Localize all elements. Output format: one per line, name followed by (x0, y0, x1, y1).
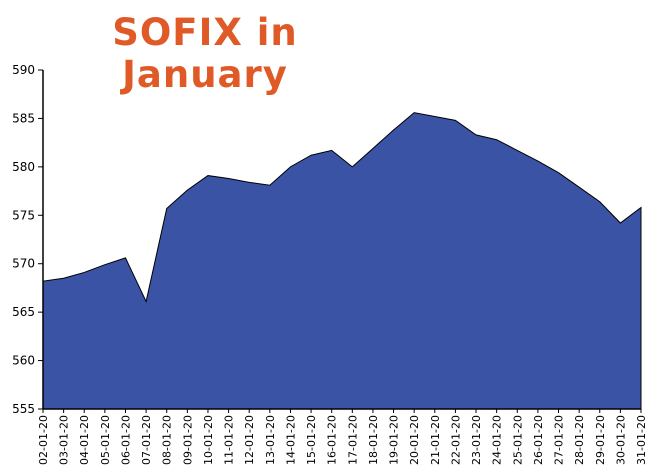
x-tick-label: 11-01-20 (223, 415, 236, 465)
x-tick-label: 24-01-20 (491, 415, 504, 465)
x-tick-label: 20-01-20 (408, 415, 421, 465)
x-tick-label: 03-01-20 (58, 415, 71, 465)
x-tick-label: 21-01-20 (429, 415, 442, 465)
y-tick-label: 585 (12, 111, 35, 125)
area (42, 112, 642, 410)
y-tick-label: 560 (12, 354, 35, 368)
x-tick-label: 09-01-20 (181, 415, 194, 465)
x-tick-label: 18-01-20 (367, 415, 380, 465)
x-tick-label: 10-01-20 (202, 415, 215, 465)
x-tick-label: 22-01-20 (449, 415, 462, 465)
x-tick-label: 27-01-20 (553, 415, 566, 465)
x-tick-label: 07-01-20 (140, 415, 153, 465)
y-tick-label: 575 (12, 208, 35, 222)
y-tick-label: 565 (12, 305, 35, 319)
x-tick-label: 15-01-20 (305, 415, 318, 465)
x-tick-label: 02-01-20 (37, 415, 50, 465)
y-tick-label: 570 (12, 257, 35, 271)
x-tick-label: 08-01-20 (161, 415, 174, 465)
x-tick-label: 17-01-20 (346, 415, 359, 465)
x-tick-label: 25-01-20 (511, 415, 524, 465)
y-tick-label: 590 (12, 63, 35, 77)
x-tick-label: 30-01-20 (614, 415, 627, 465)
x-tick-label: 28-01-20 (573, 415, 586, 465)
chart-title: SOFIX in January (112, 11, 298, 96)
x-tick-label: 13-01-20 (264, 415, 277, 465)
x-tick-label: 12-01-20 (243, 415, 256, 465)
y-tick-label: 555 (12, 402, 35, 416)
x-tick-label: 23-01-20 (470, 415, 483, 465)
x-tick-label: 05-01-20 (99, 415, 112, 465)
x-tick-label: 16-01-20 (326, 415, 339, 465)
x-tick-label: 06-01-20 (119, 415, 132, 465)
x-tick-label: 29-01-20 (594, 415, 607, 465)
x-tick-label: 26-01-20 (532, 415, 545, 465)
x-tick-label: 04-01-20 (78, 415, 91, 465)
x-tick-label: 31-01-20 (635, 415, 646, 465)
y-tick-label: 580 (12, 160, 35, 174)
x-tick-label: 14-01-20 (284, 415, 297, 465)
x-tick-label: 19-01-20 (388, 415, 401, 465)
